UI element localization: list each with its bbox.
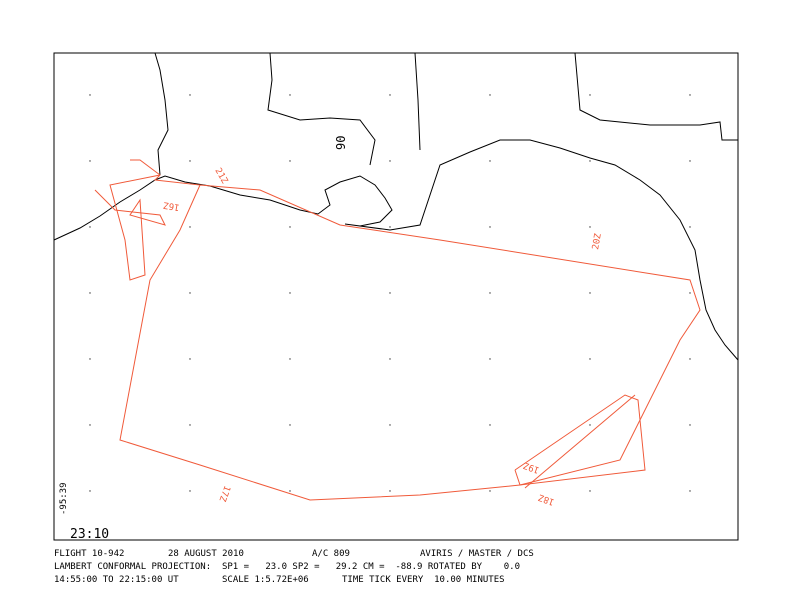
grid-dot [389, 226, 391, 228]
grid-dot [689, 226, 691, 228]
grid-dot [689, 292, 691, 294]
grid-dot [489, 226, 491, 228]
grid-dot [89, 292, 91, 294]
track-label: 16Z [162, 199, 180, 212]
track-label: 18Z [537, 491, 556, 506]
grid-dots [89, 94, 691, 492]
grid-dot [589, 94, 591, 96]
grid-dot [189, 490, 191, 492]
track-label: 19Z [522, 459, 541, 474]
grid-dot [89, 94, 91, 96]
grid-dot [389, 490, 391, 492]
grid-dot [389, 160, 391, 162]
grid-dot [189, 424, 191, 426]
grid-dot [189, 226, 191, 228]
grid-dot [389, 94, 391, 96]
grid-dot [589, 424, 591, 426]
grid-dot [389, 424, 391, 426]
grid-dot [289, 424, 291, 426]
grid-dot [389, 292, 391, 294]
grid-dot [389, 358, 391, 360]
track-label: 17Z [216, 484, 231, 503]
coastline [53, 52, 739, 361]
grid-dot [289, 226, 291, 228]
footer-text: TIME TICK EVERY 10.00 MINUTES [342, 575, 505, 585]
map-frame [53, 52, 739, 541]
footer-text: LAMBERT CONFORMAL PROJECTION: SP1 = 23.0… [54, 562, 520, 572]
grid-dot [289, 292, 291, 294]
footer-text: AVIRIS / MASTER / DCS [420, 549, 534, 559]
grid-dot [189, 358, 191, 360]
flight-track [94, 159, 701, 501]
grid-dot [289, 160, 291, 162]
grid-dot [89, 226, 91, 228]
grid-dot [89, 358, 91, 360]
grid-dot [689, 94, 691, 96]
grid-dot [289, 94, 291, 96]
grid-dot [689, 160, 691, 162]
grid-dot [189, 160, 191, 162]
track-label: 21Z [212, 167, 229, 187]
footer-text: 28 AUGUST 2010 [168, 549, 244, 559]
grid-dot [489, 94, 491, 96]
grid-dot [589, 292, 591, 294]
grid-dot [489, 160, 491, 162]
grid-dot [289, 358, 291, 360]
grid-dot [489, 490, 491, 492]
footer-text: 14:55:00 TO 22:15:00 UT [54, 575, 179, 585]
footer-text: FLIGHT 10-942 [54, 549, 124, 559]
track-label: 20Z [591, 232, 604, 250]
footer-text: SCALE 1:5.72E+06 [222, 575, 309, 585]
grid-dot [89, 160, 91, 162]
grid-dot [189, 292, 191, 294]
longitude-label: -95:39 [59, 482, 69, 515]
footer-text: A/C 809 [312, 549, 350, 559]
grid-dot [89, 424, 91, 426]
time-label: 23:10 [70, 527, 109, 542]
grid-dot [489, 424, 491, 426]
grid-dot [589, 226, 591, 228]
footer: FLIGHT 10-942 28 AUGUST 2010 A/C 809 AVI… [54, 549, 534, 585]
grid-dot [589, 490, 591, 492]
grid-dot [589, 160, 591, 162]
grid-dot [689, 424, 691, 426]
grid-dot [689, 490, 691, 492]
grid-dot [289, 490, 291, 492]
grid-dot [489, 358, 491, 360]
grid-dot [589, 358, 591, 360]
grid-dot [89, 490, 91, 492]
meridian-label: 90 [334, 136, 348, 150]
grid-dot [489, 292, 491, 294]
grid-dot [689, 358, 691, 360]
grid-dot [189, 94, 191, 96]
